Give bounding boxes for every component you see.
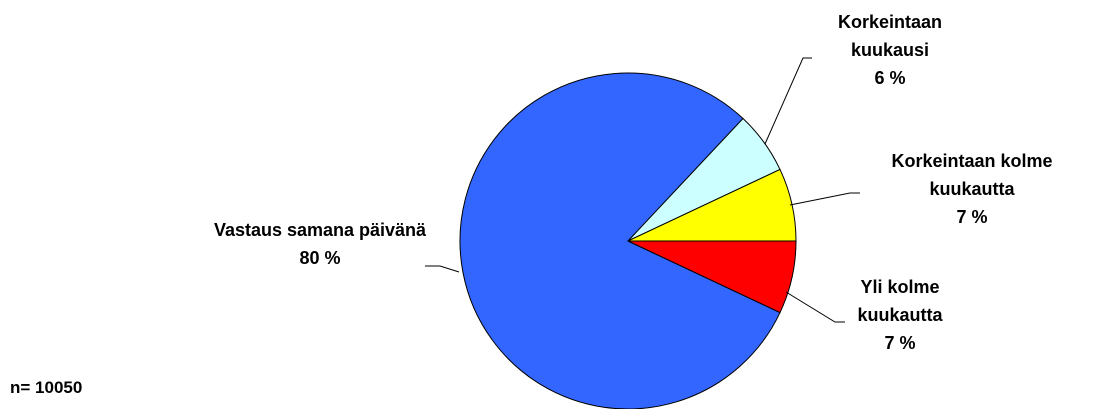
pie-slice <box>459 72 781 409</box>
leader-line <box>789 192 860 206</box>
pie-slice <box>627 240 797 314</box>
value-label: 80 % <box>299 248 341 268</box>
slice-label: Yli kolme kuukautta 7 % <box>835 273 965 357</box>
value-label: 6 % <box>874 68 906 88</box>
leader-line <box>764 57 812 145</box>
slice-label: Vastaus samana päivänä 80 % <box>205 216 435 272</box>
category-label: Korkeintaan kuukausi <box>837 12 943 60</box>
annotation: n= 10050 <box>10 378 83 397</box>
slice-label: Korkeintaan kolme kuukautta 7 % <box>862 147 1082 231</box>
category-label: Vastaus samana päivänä <box>213 220 427 240</box>
leader-line <box>425 265 460 273</box>
category-label: Yli kolme kuukautta <box>857 277 943 325</box>
value-label: 7 % <box>884 333 916 353</box>
leader-line <box>785 291 845 323</box>
leader-lines <box>425 57 860 323</box>
category-label: Korkeintaan kolme kuukautta <box>891 151 1053 199</box>
slice-label: Korkeintaan kuukausi 6 % <box>815 8 965 92</box>
value-label: 7 % <box>956 207 988 227</box>
